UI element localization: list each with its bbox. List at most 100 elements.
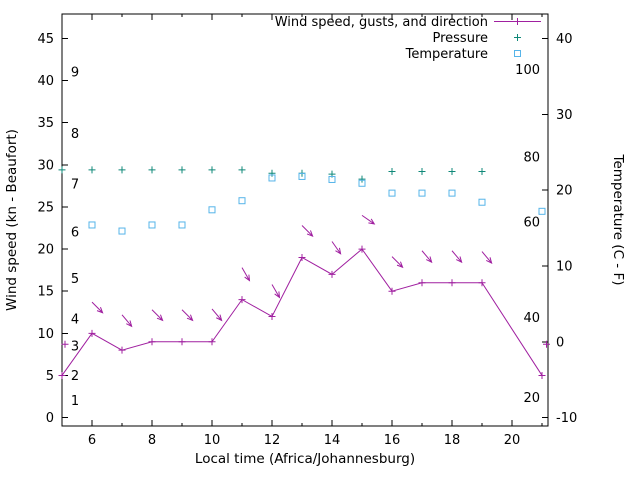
temperature-marker [448, 189, 456, 197]
temperature-marker [328, 175, 336, 183]
wind-speed-marker [178, 338, 186, 346]
pressure-marker [418, 168, 426, 176]
beaufort-scale-label: 2 [71, 369, 79, 384]
y-left-tick-label: 5 [46, 369, 54, 384]
temperature-marker [208, 206, 216, 214]
y-left-tick-label: 20 [37, 243, 54, 258]
wind-speed-marker [88, 329, 96, 337]
y-left-tick-label: 25 [37, 200, 54, 215]
gust-arrow [301, 225, 314, 237]
y-right-tick-label: 20 [556, 184, 573, 199]
gust-arrow [91, 301, 104, 314]
y-right-tick-label: 40 [556, 32, 573, 47]
fahrenheit-scale-label: 80 [523, 151, 540, 166]
beaufort-scale-label: 5 [71, 272, 79, 287]
plot-border [61, 13, 549, 427]
beaufort-scale-label: 9 [71, 66, 79, 81]
y-left-tick-label: 0 [46, 411, 54, 426]
gust-arrow [241, 267, 251, 282]
temperature-marker [538, 207, 546, 215]
wind-speed-marker [328, 270, 336, 278]
temperature-marker [388, 189, 396, 197]
wind-speed-marker [208, 338, 216, 346]
pressure-marker [238, 166, 246, 174]
fahrenheit-scale-label: 20 [523, 391, 540, 406]
gust-arrow [391, 256, 404, 269]
y-right-tick-label: 10 [556, 259, 573, 274]
left-axis-title: Wind speed (kn - Beaufort) [4, 129, 20, 311]
y-left-tick-label: 35 [37, 116, 54, 131]
wind-speed-marker [148, 338, 156, 346]
gust-arrow [211, 308, 223, 322]
right-axis-title: Temperature (C - F) [610, 154, 626, 286]
pressure-marker [118, 166, 126, 174]
legend-sample-marker [514, 50, 521, 57]
x-tick-label: 12 [264, 433, 281, 448]
beaufort-scale-label: 3 [71, 339, 79, 354]
wind-speed-marker [538, 371, 546, 379]
pressure-marker [88, 166, 96, 174]
y-right-tick-label: -10 [556, 411, 577, 426]
gust-edge-marker [543, 340, 550, 348]
temperature-marker [238, 197, 246, 205]
gust-arrow [331, 241, 342, 255]
legend-label: Temperature [405, 47, 488, 62]
temperature-marker [298, 172, 306, 180]
pressure-marker [268, 169, 276, 177]
y-right-tick-label: 30 [556, 108, 573, 123]
x-tick-label: 14 [324, 433, 341, 448]
x-tick-label: 10 [204, 433, 221, 448]
y-left-tick-label: 30 [37, 158, 54, 173]
gust-arrow [151, 309, 164, 322]
x-axis-title: Local time (Africa/Johannesburg) [195, 451, 415, 467]
beaufort-scale-label: 1 [71, 394, 79, 409]
pressure-marker [58, 166, 66, 174]
pressure-marker [148, 166, 156, 174]
temperature-marker [478, 198, 486, 206]
y-left-tick-label: 45 [37, 32, 54, 47]
legend-label: Pressure [432, 31, 488, 46]
wind-speed-marker [298, 253, 306, 261]
x-tick-label: 18 [444, 433, 461, 448]
legend-sample-marker [514, 34, 521, 41]
x-tick-label: 8 [148, 433, 156, 448]
fahrenheit-scale-label: 100 [515, 63, 540, 78]
temperature-marker [358, 179, 366, 187]
gust-arrow [421, 250, 433, 264]
y-left-tick-label: 15 [37, 285, 54, 300]
wind-speed-marker [238, 296, 246, 304]
gust-arrow [481, 251, 493, 265]
legend-sample-marker [514, 18, 521, 25]
temperature-marker [148, 221, 156, 229]
pressure-marker [448, 168, 456, 176]
wind-speed-marker [388, 287, 396, 295]
y-left-tick-label: 10 [37, 327, 54, 342]
y-right-tick-label: 0 [556, 335, 564, 350]
gust-arrow [451, 250, 463, 264]
gust-arrow [361, 214, 376, 225]
pressure-marker [358, 175, 366, 183]
pressure-marker [388, 168, 396, 176]
beaufort-scale-label: 7 [71, 178, 79, 193]
wind-speed-marker [448, 279, 456, 287]
wind-speed-line [61, 248, 543, 376]
temperature-marker [118, 227, 126, 235]
wind-speed-marker [58, 371, 66, 379]
temperature-marker [268, 174, 276, 182]
wind-speed-marker [118, 346, 126, 354]
pressure-marker [178, 166, 186, 174]
x-tick-label: 6 [88, 433, 96, 448]
gust-arrow [271, 284, 281, 299]
fahrenheit-scale-label: 40 [523, 311, 540, 326]
wind-speed-marker [418, 279, 426, 287]
gust-arrow [181, 309, 194, 322]
wind-speed-marker [268, 312, 276, 320]
pressure-marker [478, 168, 486, 176]
beaufort-scale-label: 8 [71, 127, 79, 142]
wind-speed-marker [358, 245, 366, 253]
y-left-tick-label: 40 [37, 74, 54, 89]
beaufort-scale-label: 6 [71, 226, 79, 241]
x-tick-label: 20 [504, 433, 521, 448]
